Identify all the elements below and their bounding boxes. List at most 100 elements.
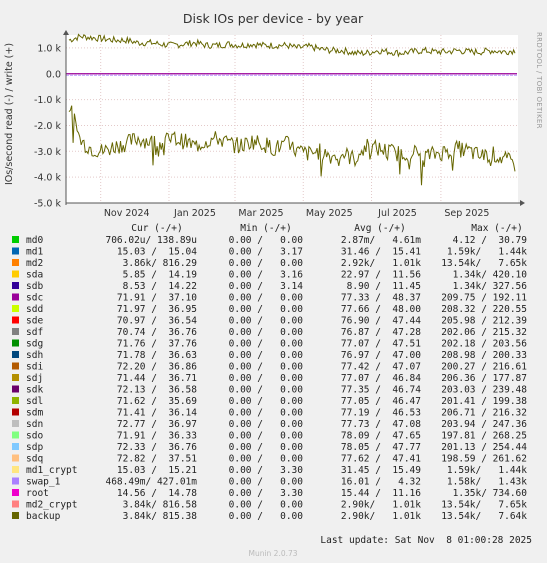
legend-max: 206.71 / 216.32	[441, 408, 527, 419]
x-tick-label: Jul 2025	[377, 208, 417, 219]
y-axis-label: IOs/second read (-) / write (+)	[4, 43, 15, 185]
legend-row: sde 70.97 / 36.54 0.00 / 0.00 76.90 / 47.44…	[12, 316, 527, 327]
legend-avg: 2.90k/ 1.01k	[341, 500, 421, 511]
legend-max: 13.54k/ 7.64k	[441, 511, 527, 522]
legend-avg: 8.90 / 11.45	[347, 281, 421, 292]
legend-max: 1.34k/ 420.10	[453, 270, 528, 281]
legend-avg: 78.09 / 47.65	[341, 431, 421, 442]
legend-row: sdc 71.91 / 37.10 0.00 / 0.00 77.33 / 48.37…	[12, 293, 527, 304]
legend-min: 0.00 / 0.00	[229, 431, 304, 442]
legend-avg: 31.46 / 15.41	[341, 247, 421, 258]
legend-swatch	[12, 351, 19, 358]
legend-min: 0.00 / 0.00	[229, 385, 304, 396]
legend-avg: 77.73 / 47.08	[341, 419, 421, 430]
legend-row: sdq 72.82 / 37.51 0.00 / 0.00 77.62 / 47.41…	[12, 454, 527, 465]
plot-area	[66, 35, 518, 203]
y-tick-label: -3.0 k	[34, 147, 62, 158]
x-tick-label: Nov 2024	[104, 208, 150, 219]
legend-max: 208.98 / 200.33	[441, 350, 527, 361]
y-tick-label: 0.0	[46, 69, 61, 80]
legend-swatch	[12, 236, 19, 243]
x-tick-label: Sep 2025	[444, 208, 489, 219]
legend-row: md1 15.03 / 15.04 0.00 / 3.17 31.46 / 15.41…	[12, 247, 527, 258]
x-tick-label: Mar 2025	[238, 208, 283, 219]
x-axis-arrow	[520, 200, 525, 206]
legend-name: sdb	[26, 281, 43, 292]
legend-row: root 14.56 / 14.78 0.00 / 3.30 15.44 / 11.1…	[12, 488, 527, 499]
legend-name: backup	[26, 511, 61, 522]
legend-max: 205.98 / 212.39	[441, 316, 527, 327]
legend-swatch	[12, 339, 19, 347]
legend-cur: 72.33 / 36.76	[117, 442, 197, 453]
legend-min: 0.00 / 0.00	[229, 362, 304, 373]
legend-row: sdi 72.20 / 36.86 0.00 / 0.00 77.42 / 47.07…	[12, 362, 527, 373]
legend-name: sdq	[26, 454, 43, 465]
legend-cur: 71.41 / 36.14	[117, 408, 197, 419]
legend-name: sde	[26, 316, 43, 327]
legend-swatch	[12, 431, 19, 439]
legend-column-header: Cur (-/+)	[131, 223, 182, 234]
legend-row: sdl 71.62 / 35.69 0.00 / 0.00 77.05 / 46.47…	[12, 396, 527, 407]
legend-cur: 72.20 / 36.86	[117, 362, 197, 373]
legend-max: 209.75 / 192.11	[441, 293, 527, 304]
legend-avg: 76.97 / 47.00	[341, 350, 421, 361]
legend-max: 1.35k/ 734.60	[453, 488, 528, 499]
legend-swatch	[12, 408, 19, 416]
legend-cur: 70.74 / 36.76	[117, 327, 197, 338]
y-tick-label: -1.0 k	[34, 95, 62, 106]
legend-max: 208.32 / 220.55	[441, 304, 527, 315]
legend-name: swap_1	[26, 477, 61, 488]
legend-max: 1.59k/ 1.44k	[447, 247, 527, 258]
legend-cur: 706.02u/ 138.89u	[105, 235, 197, 246]
legend-swatch	[12, 385, 19, 393]
legend-min: 0.00 / 3.17	[229, 247, 303, 258]
legend-min: 0.00 / 0.00	[229, 477, 304, 488]
legend-cur: 72.13 / 36.58	[117, 385, 197, 396]
legend-cur: 71.97 / 36.95	[117, 304, 197, 315]
y-axis-arrow	[63, 30, 69, 35]
rrdtool-credit: RRDTOOL / TOBI OETIKER	[535, 32, 543, 129]
legend-name: sdm	[26, 408, 43, 419]
legend-swatch	[12, 247, 19, 255]
legend-min: 0.00 / 0.00	[229, 258, 304, 269]
legend-avg: 31.45 / 15.49	[341, 465, 421, 476]
last-update: Last update: Sat Nov 8 01:00:28 2025	[320, 535, 532, 546]
legend-cur: 71.44 / 36.71	[117, 373, 197, 384]
legend-max: 201.41 / 199.38	[441, 396, 527, 407]
legend-min: 0.00 / 3.30	[229, 488, 304, 499]
legend-row: sdh 71.78 / 36.63 0.00 / 0.00 76.97 / 47.00…	[12, 350, 527, 361]
legend-max: 203.94 / 247.36	[441, 419, 527, 430]
legend-row: md0 706.02u/ 138.89u 0.00 / 0.00 2.87m/ 4.6…	[12, 235, 527, 246]
legend-max: 1.34k/ 327.56	[453, 281, 528, 292]
legend-name: sdl	[26, 396, 43, 407]
legend-name: sdd	[26, 304, 43, 315]
legend-max: 198.59 / 261.62	[441, 454, 527, 465]
legend-max: 202.06 / 215.32	[441, 327, 527, 338]
legend-min: 0.00 / 0.00	[229, 373, 304, 384]
series-lines	[66, 33, 517, 186]
legend-swatch	[12, 477, 19, 485]
legend-row: sdj 71.44 / 36.71 0.00 / 0.00 77.07 / 46.84…	[12, 373, 527, 384]
y-tick-label: -4.0 k	[34, 173, 62, 184]
legend-min: 0.00 / 0.00	[229, 442, 304, 453]
legend-cur: 70.97 / 36.54	[117, 316, 197, 327]
x-tick-label: May 2025	[306, 208, 353, 219]
legend-avg: 15.44 / 11.16	[341, 488, 421, 499]
legend-max: 202.18 / 203.56	[441, 339, 527, 350]
legend-swatch	[12, 397, 19, 404]
legend-avg: 77.07 / 46.84	[341, 373, 421, 384]
legend-row: sdb 8.53 / 14.22 0.00 / 3.14 8.90 / 11.45 1.…	[12, 281, 527, 292]
legend-min: 0.00 / 0.00	[229, 293, 304, 304]
series-line-backup-write	[68, 33, 516, 58]
legend-swatch	[12, 259, 19, 266]
legend-cur: 15.03 / 15.04	[117, 247, 197, 258]
legend-avg: 22.97 / 11.56	[341, 270, 421, 281]
legend-cur: 72.77 / 36.97	[117, 419, 197, 430]
legend-column-header: Avg (-/+)	[354, 223, 405, 234]
legend-row: swap_1 468.49m/ 427.01m 0.00 / 0.00 16.01 /…	[12, 477, 527, 488]
legend-swatch	[12, 500, 19, 508]
legend-avg: 78.05 / 47.77	[341, 442, 421, 453]
legend-row: sdp 72.33 / 36.76 0.00 / 0.00 78.05 / 47.77…	[12, 442, 527, 453]
y-axis-ticks: 1.0 k 0.0 -1.0 k -2.0 k -3.0 k -4.0 k -5.0 k	[34, 43, 62, 209]
legend-avg: 77.19 / 46.53	[341, 408, 421, 419]
